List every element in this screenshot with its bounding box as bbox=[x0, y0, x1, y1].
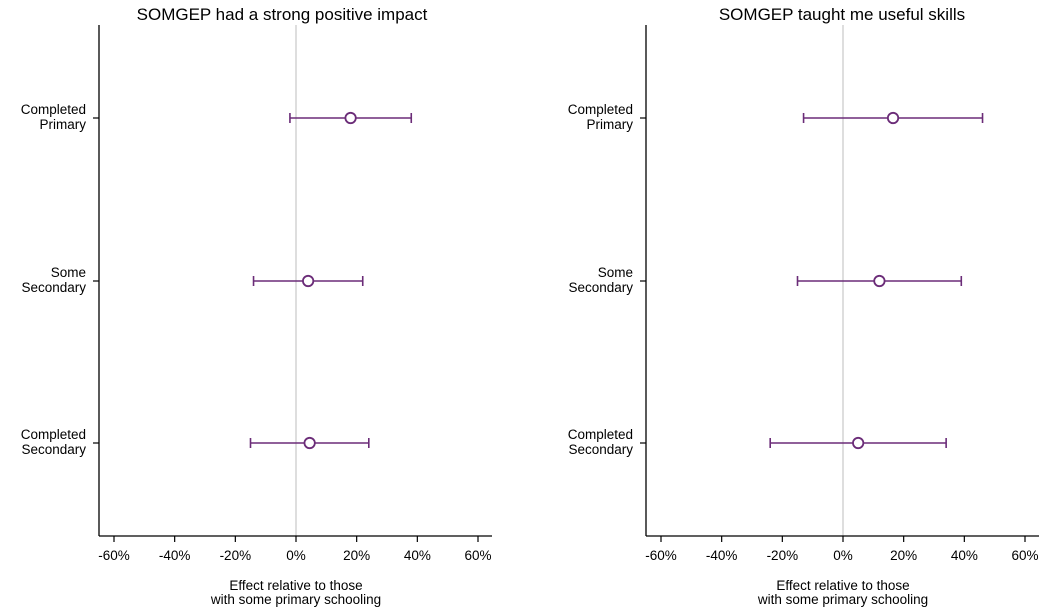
y-category-label: Some bbox=[598, 265, 633, 280]
x-tick-label: -20% bbox=[767, 548, 799, 563]
x-tick-label: -20% bbox=[220, 548, 252, 563]
point-estimate-marker bbox=[344, 111, 357, 125]
point-estimate-marker bbox=[886, 111, 900, 125]
point-estimate-marker bbox=[302, 274, 315, 288]
y-category-label: Completed bbox=[568, 102, 633, 117]
point-estimate-marker bbox=[303, 436, 316, 450]
y-category-label: Primary bbox=[587, 117, 634, 132]
x-tick-label: -60% bbox=[98, 548, 130, 563]
x-tick-label: -40% bbox=[159, 548, 191, 563]
x-tick-label: 0% bbox=[833, 548, 853, 563]
x-tick-label: 60% bbox=[464, 548, 491, 563]
chart-title: SOMGEP had a strong positive impact bbox=[137, 5, 428, 24]
x-tick-label: 20% bbox=[890, 548, 917, 563]
x-axis-label: Effect relative to those bbox=[776, 578, 909, 593]
x-axis-label: with some primary schooling bbox=[757, 592, 928, 607]
x-tick-label: -40% bbox=[706, 548, 738, 563]
y-category-label: Completed bbox=[21, 102, 86, 117]
y-category-label: Completed bbox=[568, 427, 633, 442]
y-category-label: Completed bbox=[21, 427, 86, 442]
chart-title: SOMGEP taught me useful skills bbox=[719, 5, 965, 24]
y-category-label: Secondary bbox=[21, 442, 86, 457]
x-axis-label: with some primary schooling bbox=[210, 592, 381, 607]
y-category-label: Secondary bbox=[568, 280, 633, 295]
y-category-label: Secondary bbox=[568, 442, 633, 457]
x-tick-label: 40% bbox=[951, 548, 978, 563]
x-tick-label: 60% bbox=[1011, 548, 1038, 563]
chart-panel-2: SOMGEP taught me useful skills -60% -40% -2… bbox=[568, 5, 1039, 607]
point-estimate-marker bbox=[873, 274, 886, 288]
x-tick-label: 40% bbox=[404, 548, 431, 563]
x-tick-label: 20% bbox=[343, 548, 370, 563]
x-tick-label: -60% bbox=[645, 548, 677, 563]
y-category-label: Secondary bbox=[21, 280, 86, 295]
chart-panel-1: SOMGEP had a strong positive impact -60% -… bbox=[21, 5, 492, 607]
point-estimate-marker bbox=[852, 436, 865, 450]
x-axis-label: Effect relative to those bbox=[229, 578, 362, 593]
x-tick-label: 0% bbox=[286, 548, 306, 563]
y-category-label: Some bbox=[51, 265, 86, 280]
y-category-label: Primary bbox=[40, 117, 87, 132]
